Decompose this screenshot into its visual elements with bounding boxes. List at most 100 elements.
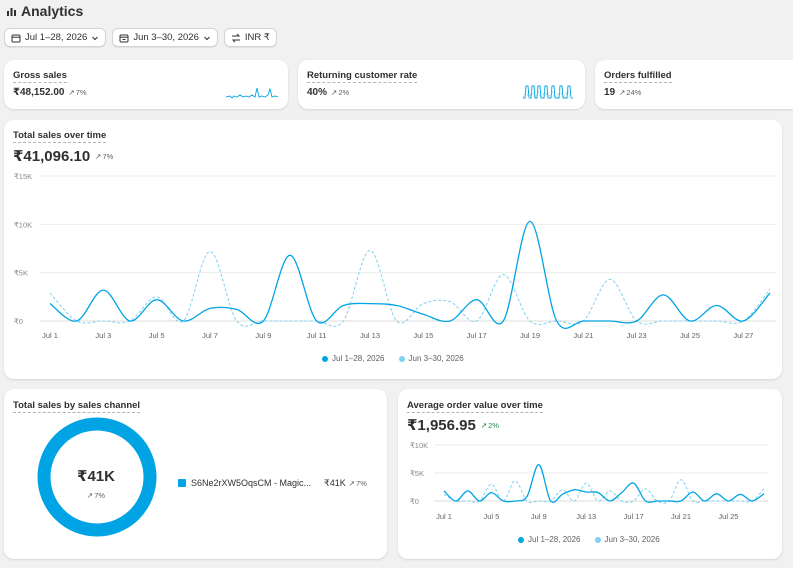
x-tick-label: Jul 3 <box>95 331 111 340</box>
y-tick-label: ₹0 <box>410 497 419 506</box>
page-header: Analytics <box>6 3 83 19</box>
date-range-label: Jul 1–28, 2026 <box>25 32 88 43</box>
aov-title[interactable]: Average order value over time <box>407 400 543 413</box>
channel-delta-value: 7% <box>356 479 367 488</box>
y-tick-label: ₹0 <box>14 317 23 326</box>
kpi-value-row: 40% ↗ 2% <box>307 87 349 98</box>
chevron-down-icon <box>92 36 99 40</box>
x-tick-label: Jul 17 <box>467 331 487 340</box>
arrow-up-right-icon: ↗ <box>348 479 356 488</box>
series-line-previous[interactable] <box>49 249 771 327</box>
arrow-up-right-icon: ↗ <box>95 151 102 161</box>
page-title: Analytics <box>21 3 84 19</box>
x-tick-label: Jul 1 <box>436 512 452 521</box>
kpi-delta-value: 7% <box>75 88 87 97</box>
x-tick-label: Jul 27 <box>733 331 753 340</box>
legend-item-current[interactable]: Jul 1–28, 2026 <box>518 535 581 544</box>
total-sales-chart[interactable]: ₹0 ₹5K ₹10K ₹15K Jul 1 Jul 3 Jul 5 Jul 7 Jul 9 Ju… <box>4 164 782 344</box>
legend-label-previous: Jun 3–30, 2026 <box>408 354 464 363</box>
x-tick-label: Jul 11 <box>307 331 326 340</box>
legend-item-previous[interactable]: Jun 3–30, 2026 <box>594 535 660 544</box>
arrow-up-right-icon: ↗ <box>480 420 488 430</box>
kpi-value-row: 19 ↗ 24% <box>604 87 641 98</box>
calendar-compare-icon <box>119 34 129 42</box>
donut-center: ₹41K ↗ 7% <box>66 467 126 503</box>
kpi-card-orders-fulfilled[interactable]: Orders fulfilled 19 ↗ 24% <box>595 60 793 109</box>
x-tick-label: Jul 9 <box>531 512 547 521</box>
kpi-value: 40% <box>307 87 328 98</box>
y-tick-label: ₹10K <box>14 220 32 229</box>
channel-legend-row[interactable]: S6Ne2rXW5OqsCM - Magic... <box>178 478 311 488</box>
x-tick-label: Jul 15 <box>413 331 433 340</box>
returning-rate-sparkline <box>523 85 573 100</box>
total-sales-delta-value: 7% <box>102 151 114 161</box>
kpi-card-returning-customer-rate[interactable]: Returning customer rate 40% ↗ 2% <box>298 60 585 109</box>
aov-delta: ↗ 2% <box>481 421 499 430</box>
sales-channel-title[interactable]: Total sales by sales channel <box>13 400 141 413</box>
donut-center-delta: ↗ 7% <box>87 491 105 500</box>
kpi-delta-value: 24% <box>626 88 642 97</box>
donut-center-delta-value: 7% <box>94 491 106 500</box>
total-sales-value-row: ₹41,096.10 ↗ 7% <box>13 147 113 165</box>
filter-bar: Jul 1–28, 2026 Jun 3–30, 2026 INR ₹ <box>4 28 277 47</box>
arrow-up-right-icon: ↗ <box>331 88 338 97</box>
x-tick-label: Jul 13 <box>360 331 380 340</box>
aov-delta-value: 2% <box>488 420 499 430</box>
calendar-icon <box>11 34 21 42</box>
compare-range-label: Jun 3–30, 2026 <box>133 32 199 43</box>
x-tick-label: Jul 5 <box>483 512 499 521</box>
kpi-label: Returning customer rate <box>307 70 418 83</box>
channel-delta: ↗ 7% <box>349 479 367 488</box>
legend-item-previous[interactable]: Jun 3–30, 2026 <box>398 354 464 363</box>
arrow-up-right-icon: ↗ <box>68 88 75 97</box>
series-line-current[interactable] <box>49 220 771 329</box>
total-sales-delta: ↗ 7% <box>95 152 113 161</box>
sales-channel-donut[interactable] <box>36 413 158 541</box>
channel-value-row: ₹41K ↗ 7% <box>324 478 367 489</box>
kpi-label: Gross sales <box>13 70 67 83</box>
channel-swatch <box>178 479 186 487</box>
arrow-up-right-icon: ↗ <box>86 491 94 500</box>
series-line-previous[interactable] <box>443 479 765 504</box>
x-tick-label: Jul 17 <box>624 512 644 521</box>
gross-sales-sparkline <box>226 87 278 99</box>
legend-item-current[interactable]: Jul 1–28, 2026 <box>322 354 385 363</box>
kpi-delta: ↗ 2% <box>331 88 349 97</box>
aov-chart[interactable]: ₹0 ₹5K ₹10K Jul 1 Jul 5 Jul 9 Jul 13 Jul 17 Jul … <box>398 437 782 523</box>
total-sales-legend: Jul 1–28, 2026 Jun 3–30, 2026 <box>322 354 464 363</box>
kpi-value: 19 <box>604 87 616 98</box>
date-range-picker[interactable]: Jul 1–28, 2026 <box>4 28 107 47</box>
aov-value-row: ₹1,956.95 ↗ 2% <box>407 416 499 434</box>
total-sales-value: ₹41,096.10 <box>13 148 91 165</box>
y-tick-label: ₹5K <box>14 269 28 278</box>
aov-value: ₹1,956.95 <box>407 417 476 434</box>
legend-label-current: Jul 1–28, 2026 <box>528 535 581 544</box>
x-tick-label: Jul 1 <box>42 331 58 340</box>
donut-slice[interactable] <box>37 417 157 537</box>
arrow-up-right-icon: ↗ <box>619 88 626 97</box>
y-tick-label: ₹10K <box>410 441 428 450</box>
chevron-down-icon <box>204 36 210 40</box>
compare-range-picker[interactable]: Jun 3–30, 2026 <box>112 28 218 47</box>
kpi-card-gross-sales[interactable]: Gross sales ₹48,152.00 ↗ 7% <box>4 60 288 109</box>
x-tick-label: Jul 13 <box>576 512 596 521</box>
donut-center-value: ₹41K <box>77 468 115 485</box>
x-tick-label: Jul 25 <box>680 331 700 340</box>
channel-name: S6Ne2rXW5OqsCM - Magic... <box>191 478 312 488</box>
kpi-delta: ↗ 24% <box>619 88 641 97</box>
x-tick-label: Jul 21 <box>671 512 691 521</box>
total-sales-card: Total sales over time ₹41,096.10 ↗ 7% ₹0 ₹… <box>4 120 782 379</box>
kpi-delta-value: 2% <box>338 88 350 97</box>
legend-dot-previous <box>594 536 601 543</box>
total-sales-title[interactable]: Total sales over time <box>13 130 107 143</box>
currency-picker[interactable]: INR ₹ <box>223 28 277 47</box>
currency-label: INR ₹ <box>244 32 270 43</box>
series-line-current[interactable] <box>443 463 765 503</box>
channel-value: ₹41K <box>324 478 346 488</box>
x-tick-label: Jul 23 <box>627 331 647 340</box>
x-tick-label: Jul 7 <box>202 331 218 340</box>
x-tick-label: Jul 25 <box>718 512 738 521</box>
legend-dot-previous <box>398 355 405 362</box>
sales-channel-card: Total sales by sales channel ₹41K ↗ 7% S6… <box>4 389 387 559</box>
aov-card: Average order value over time ₹1,956.95 … <box>398 389 782 559</box>
